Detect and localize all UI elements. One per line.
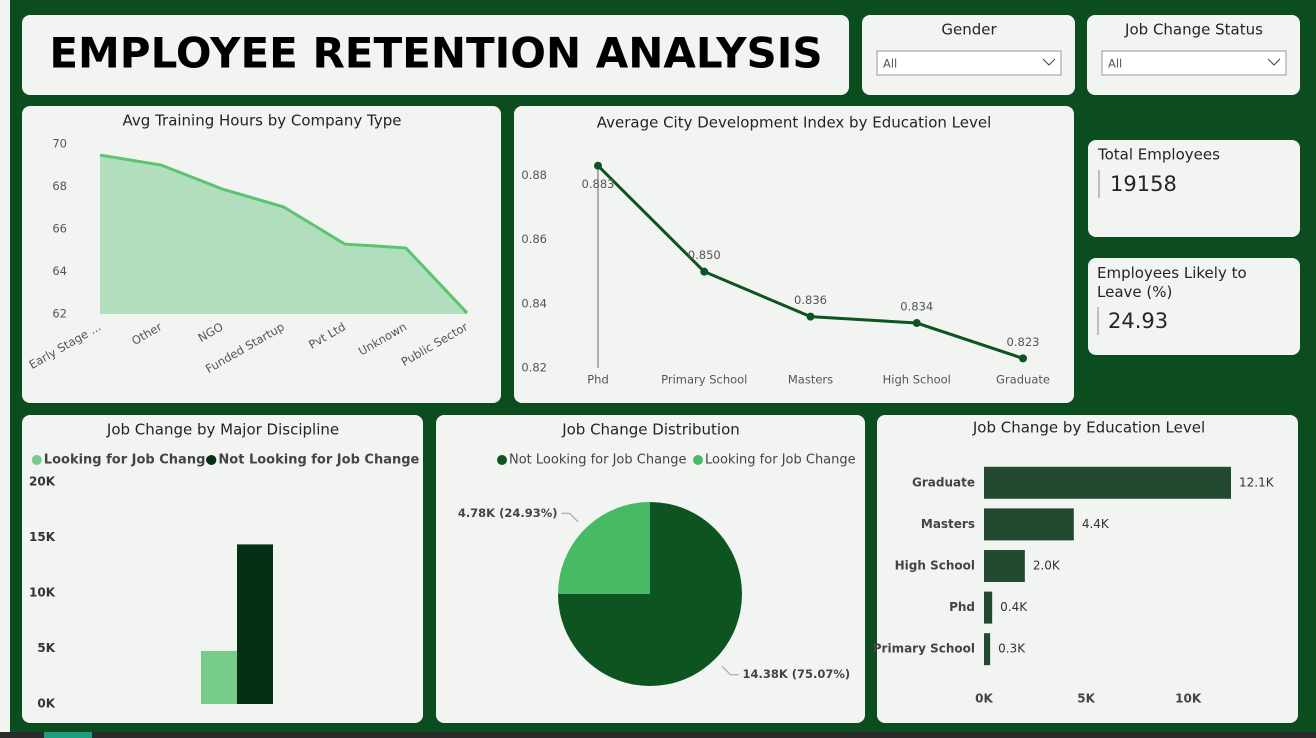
card-label: Total Employees [1097,146,1220,164]
slicer-label: Job Change Status [1124,21,1263,39]
bar [237,544,273,704]
line [99,153,469,314]
y-tick-label: 5K [37,641,55,655]
left-strip [0,0,10,738]
y-tick-label: 20K [29,475,56,489]
data-label: 0.834 [900,300,933,314]
y-tick-label: 0.88 [521,168,547,182]
bar [201,650,237,704]
chevron [1267,58,1281,66]
legend-marker [31,455,42,465]
y-tick-label: 62 [52,307,67,321]
bar [984,466,1232,499]
pie-slice [558,502,650,594]
bar [984,633,991,666]
title-panel [22,15,849,95]
dashboard-title: EMPLOYEE RETENTION ANALYSIS [49,29,822,78]
y-tick-label: Graduate [912,475,975,489]
card-label: Employees Likely to Leave (%) [1097,264,1247,301]
data-label: 14.38K (75.07%) [742,667,850,681]
leader-line [561,512,579,523]
dropdown[interactable] [1101,50,1287,76]
legend-label: Looking for Job Change [44,453,215,468]
page-tab [44,732,92,738]
point [594,161,602,170]
x-tick-label: Masters [788,373,833,387]
legend-label: Not Looking for Job Change [218,453,419,468]
point [1019,354,1027,363]
data-label: 4.4K [1082,517,1110,531]
dropdown-value: All [883,57,897,71]
card-value: 19158 [1110,172,1177,196]
y-tick-label: 15K [29,530,56,544]
chart-title: Avg Training Hours by Company Type [123,112,402,130]
y-tick-label: 68 [52,179,67,193]
point [700,267,709,276]
card-value: 24.93 [1108,309,1168,333]
y-tick-label: High School [895,559,975,573]
data-label: 4.78K (24.93%) [458,506,558,520]
card-panel [1088,140,1300,237]
bar [984,591,993,624]
y-tick-label: 0.86 [521,232,547,246]
area [100,155,467,314]
chart-title: Job Change Distribution [561,421,740,439]
data-label: 0.883 [582,177,615,191]
x-tick-label: 0K [975,692,993,706]
x-tick-label: Graduate [996,373,1050,387]
x-tick-label: Primary School [661,373,747,387]
x-tick-label: 5K [1077,692,1095,706]
chevron [1042,58,1056,66]
chart-panel [22,415,423,723]
bar [984,508,1074,541]
chart-title: Average City Development Index by Educat… [597,114,992,132]
dropdown[interactable] [876,50,1062,76]
data-label: 2.0K [1033,559,1061,573]
y-tick-label: Masters [921,517,975,531]
y-tick-label: 0.84 [521,296,547,310]
y-tick-label: 10K [29,586,56,600]
x-tick-label: 10K [1175,692,1202,706]
slicer-label: Gender [941,21,997,39]
y-tick-label: 0.82 [521,361,547,375]
bottom-bar [0,732,1316,738]
y-tick-label: Primary School [873,642,975,656]
point [912,319,921,328]
data-label: 0.823 [1007,335,1040,349]
y-tick-label: Phd [949,600,975,614]
chart-title: Job Change by Education Level [972,419,1205,437]
card-label-text: Employees Likely to [1097,264,1247,282]
x-tick-label: Phd [587,373,609,387]
data-label: 0.3K [998,642,1026,656]
data-label: 0.850 [688,248,721,262]
card-panel [1088,258,1300,355]
legend-marker [693,455,703,465]
y-tick-label: 66 [52,222,67,236]
point [806,312,815,321]
legend-marker [497,455,507,465]
card-label-text: Leave (%) [1097,283,1172,301]
y-tick-label: 0K [37,697,55,711]
data-label: 0.4K [1000,600,1028,614]
y-tick-label: 64 [52,264,67,278]
x-tick-label: High School [883,373,951,387]
data-label: 0.836 [794,293,827,307]
dropdown-value: All [1108,57,1122,71]
y-tick-label: 70 [52,137,67,151]
data-label: 12.1K [1239,475,1275,489]
chart-title: Job Change by Major Discipline [106,421,339,439]
legend-marker [206,455,217,465]
leader-line [721,665,739,676]
legend-label: Looking for Job Change [705,453,856,468]
bar [984,550,1025,582]
legend-label: Not Looking for Job Change [509,453,687,468]
